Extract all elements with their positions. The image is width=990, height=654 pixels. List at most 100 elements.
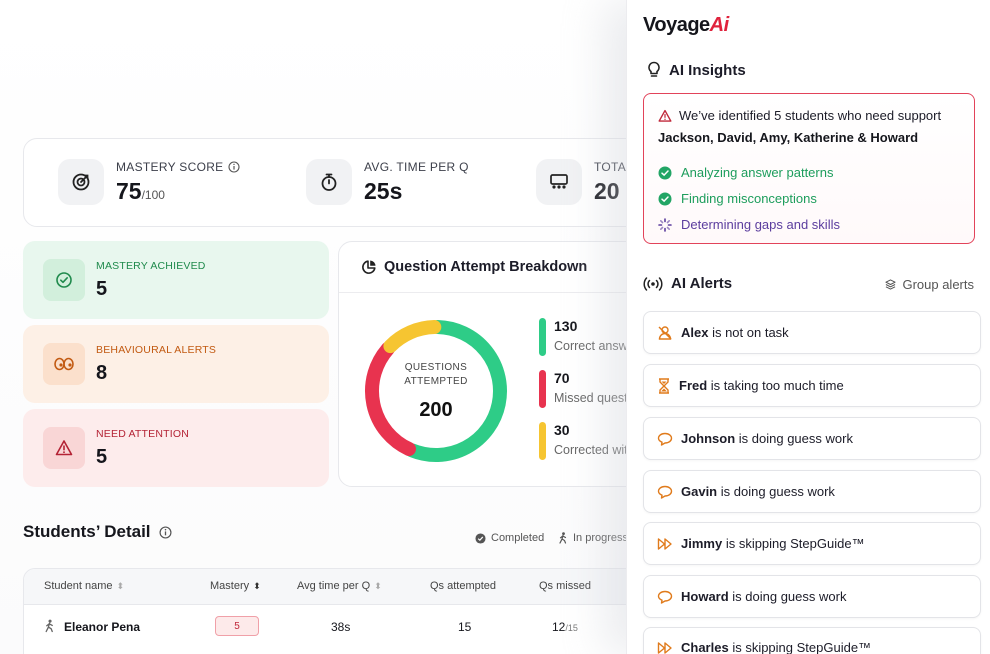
legend-item-missed: 70 Missed quest	[539, 370, 628, 408]
walking-icon	[559, 532, 567, 544]
broadcast-icon	[643, 276, 663, 291]
walking-icon	[45, 619, 53, 633]
spinner-icon	[658, 217, 672, 232]
donut-center-value: 200	[419, 398, 453, 421]
legend-swatch	[539, 318, 546, 356]
insight-step-2: Finding misconceptions	[658, 191, 817, 206]
alert-item[interactable]: Alex is not on task	[643, 311, 981, 354]
donut-slice-0	[405, 320, 507, 462]
status-key-in-progress: In progress	[558, 532, 628, 544]
metric-mastery-achieved[interactable]: MASTERY ACHIEVED 5	[23, 241, 329, 319]
warning-icon	[43, 427, 85, 469]
metric-value: 5	[96, 445, 108, 468]
stats-bar: MASTERY SCORE 75/100 AVG. TIME PER Q 25s…	[23, 138, 663, 227]
metric-need-attention[interactable]: NEED ATTENTION 5	[23, 409, 329, 487]
legend-value: 30	[554, 422, 570, 438]
metric-behavioural-alerts[interactable]: BEHAVIOURAL ALERTS 8	[23, 325, 329, 403]
info-icon[interactable]	[228, 160, 241, 173]
warning-icon	[658, 109, 672, 122]
user-off-icon	[658, 325, 672, 340]
alert-item[interactable]: Fred is taking too much time	[643, 364, 981, 407]
lightbulb-icon	[648, 61, 660, 77]
legend-label: Correct answ	[554, 339, 628, 353]
status-in-progress-label: In progress	[573, 532, 629, 544]
sort-icon: ⬍	[116, 580, 125, 591]
mastery-badge: 5	[215, 616, 259, 636]
column-student-name[interactable]: Student name ⬍	[44, 580, 125, 592]
insight-step-3: Determining gaps and skills	[658, 217, 840, 232]
metric-value: 5	[96, 277, 108, 300]
chat-icon	[657, 485, 673, 499]
column-avg-time[interactable]: Avg time per Q ⬍	[297, 580, 382, 592]
chat-icon	[657, 432, 673, 446]
alert-item[interactable]: Howard is doing guess work	[643, 575, 981, 618]
metric-label: BEHAVIOURAL ALERTS	[96, 343, 217, 356]
legend-value: 70	[554, 370, 570, 386]
group-alerts-button[interactable]: Group alerts	[885, 277, 974, 292]
alert-item[interactable]: Johnson is doing guess work	[643, 417, 981, 460]
info-icon[interactable]	[159, 525, 172, 539]
check-circle-icon	[658, 192, 672, 205]
donut-slice-1	[365, 341, 416, 457]
stat-value: 75	[116, 177, 142, 204]
status-key-completed: Completed	[475, 532, 544, 544]
sort-icon: ⬍	[374, 580, 382, 591]
insight-step-1: Analyzing answer patterns	[658, 165, 833, 180]
insights-title: AI Insights	[669, 61, 746, 79]
insight-headline: We’ve identified 5 students who need sup…	[679, 108, 942, 123]
question-breakdown-card: Question Attempt Breakdown QUESTIONS ATT…	[338, 241, 658, 487]
target-icon	[58, 159, 104, 205]
chat-icon	[657, 590, 673, 604]
students-title: Students’ Detail	[23, 522, 151, 541]
stat-suffix: /100	[141, 187, 165, 202]
fast-forward-icon	[657, 642, 672, 654]
breakdown-title: Question Attempt Breakdown	[384, 259, 588, 275]
legend-label: Corrected wit	[554, 443, 628, 457]
legend-swatch	[539, 422, 546, 460]
hourglass-icon	[659, 377, 669, 394]
table-header: Student name ⬍ Mastery ⬍ Avg time per Q ⬍ Q…	[24, 569, 662, 605]
alert-item[interactable]: Jimmy is skipping StepGuide™	[643, 522, 981, 565]
stat-value: 20	[594, 177, 620, 204]
check-circle-icon	[658, 166, 672, 179]
metric-value: 8	[96, 361, 108, 384]
alert-item[interactable]: Gavin is doing guess work	[643, 470, 981, 513]
column-mastery[interactable]: Mastery ⬍	[210, 580, 261, 592]
insight-student-names: Jackson, David, Amy, Katherine & Howard	[658, 130, 919, 145]
fast-forward-icon	[657, 537, 672, 550]
stat-total: TOTAL 20	[536, 159, 633, 205]
students-table: Student name ⬍ Mastery ⬍ Avg time per Q ⬍ Q…	[23, 568, 663, 654]
avg-time-cell: 38s	[331, 620, 351, 634]
donut-slice-2	[383, 320, 442, 354]
divider	[339, 292, 657, 293]
missed-of: /15	[565, 623, 578, 633]
stat-mastery-score: MASTERY SCORE 75/100	[58, 159, 241, 205]
classroom-icon	[536, 159, 582, 205]
pie-chart-icon	[362, 260, 376, 274]
stat-label: MASTERY SCORE	[116, 159, 224, 174]
stat-avg-time: AVG. TIME PER Q 25s	[306, 159, 469, 205]
alerts-title: AI Alerts	[671, 275, 733, 292]
metric-label: NEED ATTENTION	[96, 427, 190, 440]
check-circle-icon	[43, 259, 85, 301]
donut-center-label: QUESTIONS ATTEMPTED	[404, 361, 468, 387]
metric-label: MASTERY ACHIEVED	[96, 259, 206, 272]
legend-value: 130	[554, 318, 578, 334]
stopwatch-icon	[306, 159, 352, 205]
attempted-cell: 15	[458, 620, 472, 634]
ai-side-panel: VoyageAi AI Insights We’ve identified 5 …	[626, 0, 990, 654]
legend-swatch	[539, 370, 546, 408]
attempt-donut-chart	[365, 320, 507, 462]
stat-label: AVG. TIME PER Q	[364, 159, 469, 174]
legend-item-correct: 130 Correct answ	[539, 318, 628, 356]
alert-item[interactable]: Charles is skipping StepGuide™	[643, 627, 981, 654]
legend-label: Missed quest	[554, 391, 628, 405]
eyes-icon	[43, 343, 85, 385]
status-completed-label: Completed	[491, 532, 545, 544]
sort-icon: ⬍	[253, 580, 261, 591]
column-qs-missed[interactable]: Qs missed	[539, 580, 591, 592]
column-qs-attempted[interactable]: Qs attempted	[430, 580, 497, 592]
student-name: Eleanor Pena	[64, 620, 141, 634]
stat-value: 25s	[364, 177, 403, 204]
legend-item-corrected: 30 Corrected wit	[539, 422, 628, 460]
